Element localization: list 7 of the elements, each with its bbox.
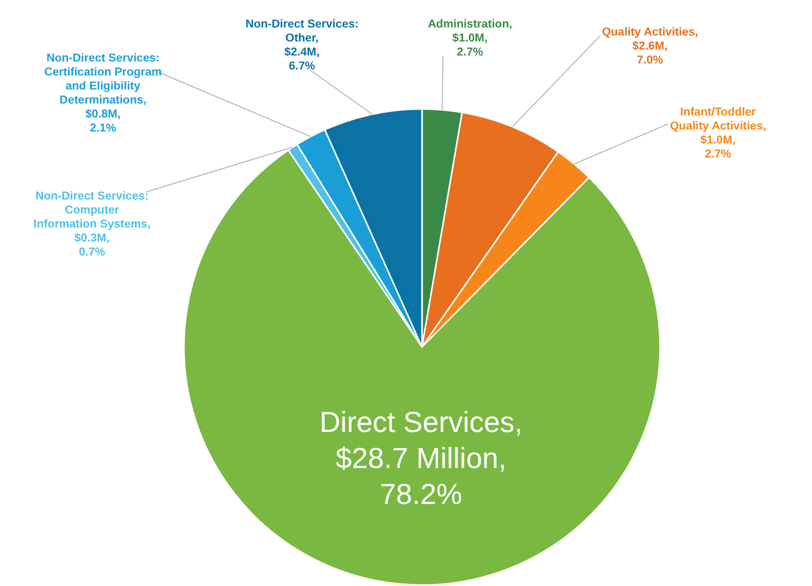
slice-label: Non-Direct Services: Other, $2.4M, 6.7% xyxy=(245,18,359,72)
slice-label: Infant/Toddler Quality Activities, $1.0M, 2.7% xyxy=(670,106,766,160)
slice-label: Administration, $1.0M, 2.7% xyxy=(428,18,512,58)
slice-label: Direct Services, $28.7 Million, 78.2% xyxy=(319,407,523,511)
slice-label: Non-Direct Services: Certification Program and Eligibility Determinations, $0.8M, 2.1% xyxy=(44,52,162,134)
slice-label: Quality Activities, $2.6M, 7.0% xyxy=(602,26,698,66)
slice-label: Non-Direct Services: Computer Information Systems, $0.3M, 0.7% xyxy=(34,190,150,258)
